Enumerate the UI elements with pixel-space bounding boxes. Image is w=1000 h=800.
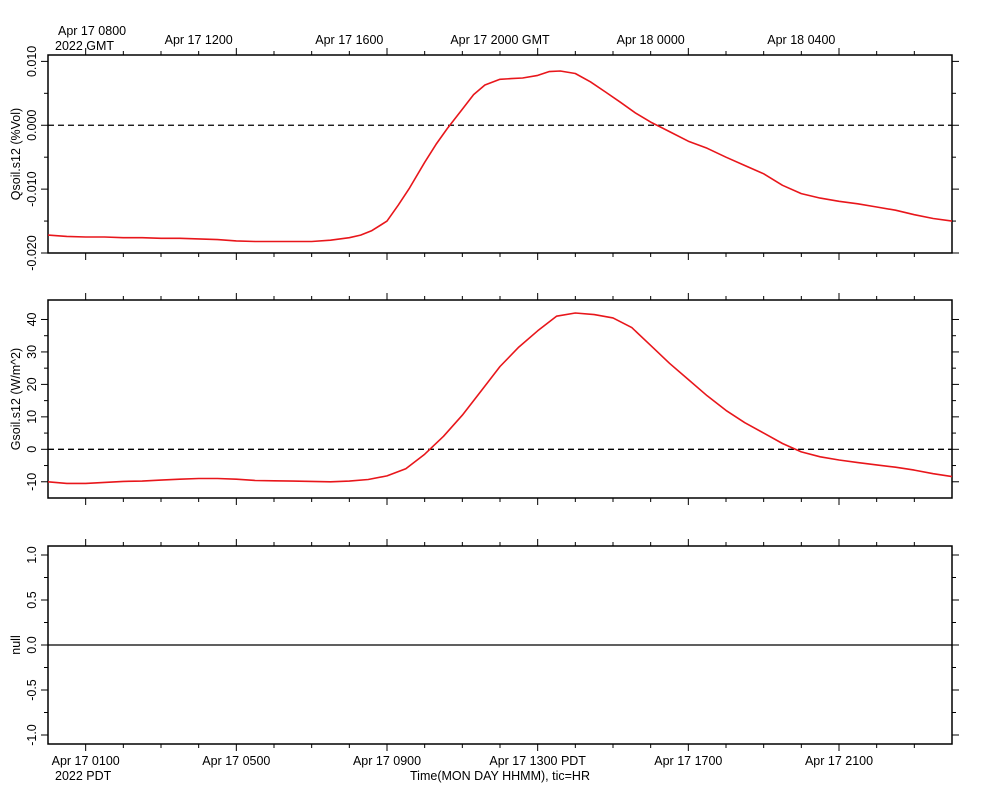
panel-gsoil: -10 0 10 20 30 40 Gsoil.s12 (W/m^2) <box>9 293 959 505</box>
panel-null: -1.0 -0.5 0.0 0.5 1.0 null <box>9 539 959 751</box>
top-axis-start-label: Apr 17 0800 <box>58 24 126 38</box>
y-tick-label: 1.0 <box>25 546 39 563</box>
top-axis-label: Apr 18 0400 <box>767 33 835 47</box>
y-tick-label: 40 <box>25 312 39 326</box>
y-axis-label: Gsoil.s12 (W/m^2) <box>9 348 23 450</box>
y-tick-label: -0.010 <box>25 171 39 206</box>
top-axis-label: Apr 17 1600 <box>315 33 383 47</box>
bottom-axis-label: Apr 17 2100 <box>805 754 873 768</box>
y-tick-label: -0.5 <box>25 679 39 701</box>
top-axis-label: Apr 17 2000 GMT <box>450 33 550 47</box>
y-tick-label: 0.000 <box>25 110 39 141</box>
y-tick-label: -1.0 <box>25 724 39 746</box>
y-axis-label: null <box>9 635 23 654</box>
top-time-axis: Apr 17 0800 2022 GMT Apr 17 1200 Apr 17 1… <box>55 24 835 53</box>
y-tick-label: 10 <box>25 410 39 424</box>
y-tick-label: 0.010 <box>25 46 39 77</box>
series-line <box>47 312 953 485</box>
plot-frame <box>47 299 953 499</box>
y-tick-label: 20 <box>25 377 39 391</box>
y-tick-label: -0.020 <box>25 235 39 270</box>
panel-qsoil: -0.020 -0.010 0.000 0.010 Qsoil.s12 (%Vol) <box>9 46 959 271</box>
bottom-axis-label: Apr 17 1700 <box>654 754 722 768</box>
bottom-time-axis: 2022 PDT Time(MON DAY HHMM), tic=HR Apr … <box>52 754 873 783</box>
y-tick-label: -10 <box>25 473 39 491</box>
bottom-axis-start-year: 2022 PDT <box>55 769 112 783</box>
bottom-axis-label: Apr 17 0500 <box>202 754 270 768</box>
bottom-axis-label: Apr 17 0100 <box>52 754 120 768</box>
top-axis-label: Apr 18 0000 <box>617 33 685 47</box>
y-tick-label: 30 <box>25 345 39 359</box>
series-line <box>47 70 953 243</box>
plot-frame <box>47 54 953 254</box>
top-axis-label: Apr 17 1200 <box>165 33 233 47</box>
y-tick-label: 0 <box>25 446 39 453</box>
y-tick-label: 0.0 <box>25 636 39 653</box>
top-axis-start-year: 2022 GMT <box>55 39 114 53</box>
y-tick-label: 0.5 <box>25 591 39 608</box>
y-axis-label: Qsoil.s12 (%Vol) <box>9 108 23 200</box>
x-axis-label: Time(MON DAY HHMM), tic=HR <box>410 769 590 783</box>
bottom-axis-label: Apr 17 0900 <box>353 754 421 768</box>
bottom-axis-label: Apr 17 1300 PDT <box>489 754 586 768</box>
